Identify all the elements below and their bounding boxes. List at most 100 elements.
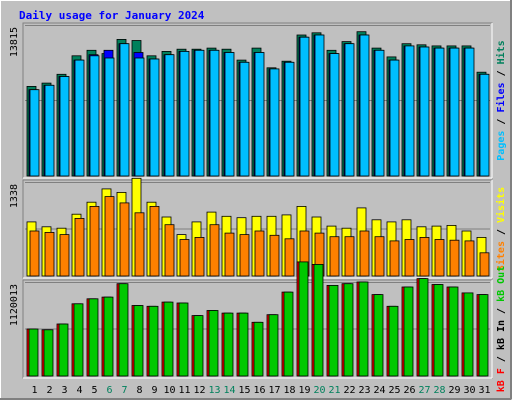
legend-entry-kb-in: kB In [496, 320, 507, 350]
panel-traffic: 1120013 kB F / kB In / kB Out [9, 261, 507, 392]
x-tick-label: 25 [388, 385, 400, 396]
bar-sites-day-6 [104, 196, 115, 277]
bar-sites-day-15 [239, 234, 250, 277]
bar-pages-day-7 [119, 43, 130, 177]
bar-sites-day-21 [329, 236, 340, 277]
bar-sites-day-4 [74, 217, 85, 277]
bar-sites-day-5 [89, 205, 100, 277]
bar-pages-day-2 [44, 84, 55, 177]
chart-title: Daily usage for January 2024 [19, 9, 205, 22]
bar-pages-day-27 [419, 46, 430, 177]
bar-sites-day-22 [344, 236, 355, 277]
bar-sites-day-30 [464, 240, 475, 277]
x-tick-label: 8 [136, 385, 142, 396]
bar-kb-out-day-21 [328, 284, 339, 377]
bar-kb-out-day-31 [478, 294, 489, 377]
bar-kb-out-day-25 [388, 305, 399, 377]
x-tick-label: 21 [328, 385, 340, 396]
right-legend-label: Sites / Visits [495, 187, 507, 271]
bar-pages-day-25 [389, 59, 400, 177]
bar-pages-day-6 [104, 57, 115, 177]
x-tick-label: 10 [163, 385, 175, 396]
bar-sites-day-25 [389, 240, 400, 277]
x-tick-label: 12 [193, 385, 205, 396]
x-tick-label: 23 [358, 385, 370, 396]
bar-kb-out-day-1 [28, 328, 39, 377]
bar-kb-out-day-16 [253, 321, 264, 377]
x-tick-label: 5 [91, 385, 97, 396]
bar-pages-day-21 [329, 53, 340, 177]
bar-kb-out-day-9 [148, 305, 159, 377]
x-tick-label: 11 [178, 385, 190, 396]
bar-kb-out-day-14 [223, 312, 234, 377]
bar-sites-day-14 [224, 232, 235, 277]
x-tick-label: 15 [238, 385, 250, 396]
x-tick-label: 6 [106, 385, 112, 396]
bar-pages-day-30 [464, 47, 475, 177]
panel-visits-sites: 1338 Sites / Visits [9, 177, 507, 279]
bar-kb-out-day-11 [178, 302, 189, 377]
bar-pages-day-28 [434, 47, 445, 177]
legend-entry-pages: Pages [496, 131, 507, 161]
bar-pages-day-3 [59, 76, 70, 177]
bar-sites-day-3 [59, 234, 70, 277]
y-tick-label: 13815 [9, 27, 20, 57]
bar-pages-day-29 [449, 47, 460, 177]
legend-separator: / [496, 113, 507, 131]
bar-kb-out-day-15 [238, 312, 249, 377]
bar-sites-day-27 [419, 236, 430, 277]
bar-pages-day-10 [164, 54, 175, 177]
bar-kb-out-day-3 [58, 323, 69, 377]
legend-separator: / [496, 350, 507, 368]
bar-sites-day-7 [119, 202, 130, 277]
bar-kb-out-day-20 [313, 263, 324, 377]
legend-entry-kb-out: kB Out [496, 266, 507, 302]
right-legend-label: kB F / kB In / kB Out [496, 266, 507, 392]
legend-separator: / [496, 223, 507, 241]
bar-pages-day-1 [29, 89, 40, 177]
bar-kb-out-day-5 [88, 298, 99, 377]
bar-kb-out-day-7 [118, 283, 129, 377]
bar-sites-day-23 [359, 230, 370, 277]
bar-pages-day-8 [134, 57, 145, 177]
bar-kb-out-day-26 [403, 286, 414, 377]
x-axis-day-labels: 1 2 3 4 5 6 7 8 9 10 11 12 13 14 15 16 17 18 19 20 21 22 23 24 2… [31, 385, 490, 396]
bar-sites-day-13 [209, 224, 220, 277]
x-tick-label: 19 [298, 385, 310, 396]
bar-kb-out-day-2 [43, 329, 54, 377]
legend-separator: / [496, 64, 507, 82]
bar-sites-day-29 [449, 239, 460, 277]
legend-entry-visits: Visits [495, 187, 507, 223]
x-tick-label: 24 [373, 385, 385, 396]
bar-sites-day-31 [479, 252, 490, 277]
x-tick-label: 31 [478, 385, 490, 396]
bar-sites-day-26 [404, 239, 415, 277]
x-tick-label: 27 [418, 385, 430, 396]
x-tick-label: 20 [313, 385, 325, 396]
bar-kb-out-day-6 [103, 296, 114, 377]
bar-pages-day-22 [344, 43, 355, 177]
x-tick-label: 29 [448, 385, 460, 396]
bar-pages-day-9 [149, 58, 160, 177]
bar-sites-day-11 [179, 239, 190, 277]
x-tick-label: 22 [343, 385, 355, 396]
bar-kb-out-day-23 [358, 281, 369, 377]
bar-sites-day-8 [134, 212, 145, 277]
bar-pages-day-12 [194, 49, 205, 177]
bar-pages-day-14 [224, 52, 235, 177]
bar-pages-day-20 [314, 34, 325, 177]
bar-pages-day-31 [479, 73, 490, 177]
x-tick-label: 18 [283, 385, 295, 396]
bar-sites-day-24 [374, 236, 385, 277]
bar-kb-out-day-29 [448, 286, 459, 377]
bar-sites-day-17 [269, 234, 280, 277]
bar-sites-day-10 [164, 224, 175, 277]
bar-pages-day-24 [374, 49, 385, 177]
x-tick-label: 1 [31, 385, 37, 396]
legend-entry-sites: Sites [495, 241, 507, 271]
x-tick-label: 13 [208, 385, 220, 396]
bar-kb-out-day-22 [343, 283, 354, 377]
bar-pages-day-17 [269, 68, 280, 177]
legend-entry-kb-f: kB F [496, 368, 507, 392]
panel-hits-files-pages: 13815 Pages / Files / Hits [9, 22, 507, 179]
